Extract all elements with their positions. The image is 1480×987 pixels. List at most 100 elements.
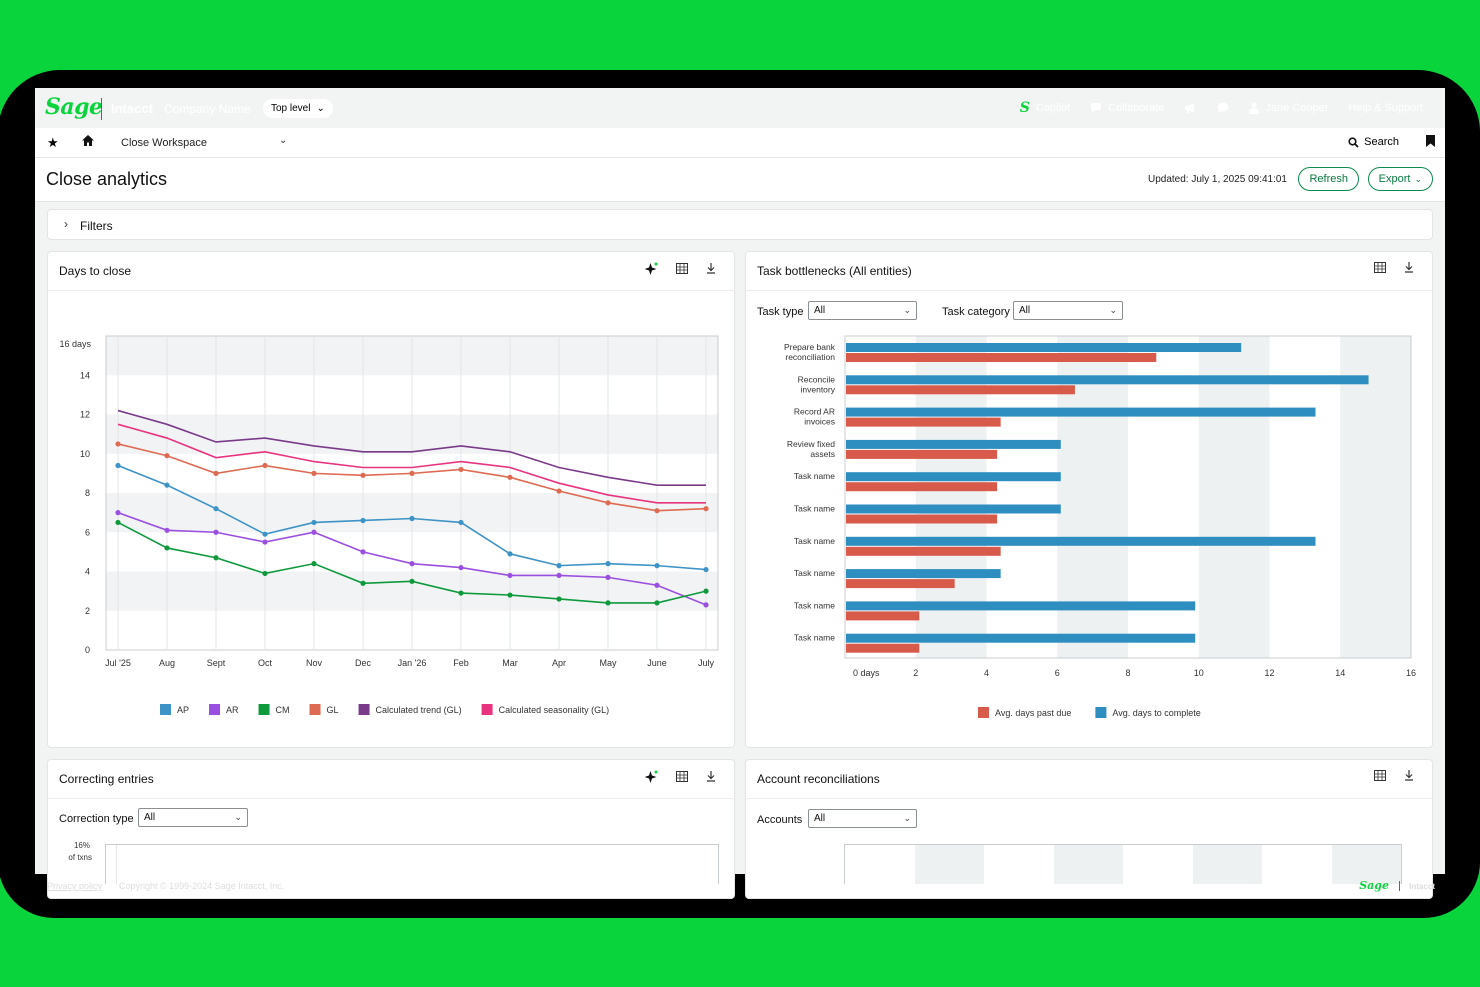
data-point [703,588,709,594]
data-point [409,515,415,522]
sparkle-icon[interactable] [645,262,658,275]
legend-swatch [978,707,989,718]
page-header: Close analytics Updated: July 1, 2025 09… [35,158,1445,202]
plot-frame [844,335,1412,659]
category-label: Task name [794,600,835,610]
accounts-label: Accounts [757,814,803,826]
refresh-label: Refresh [1309,172,1348,185]
data-point [458,466,464,473]
chat-icon [1217,102,1229,113]
correction-type-value: All [144,812,156,823]
announcements-button[interactable] [1184,102,1197,114]
category-label: reconciliation [785,352,835,362]
workspace-nav: ★ Close Workspace ⌄ Search [35,128,1445,158]
accounts-value: All [814,813,826,824]
legend-swatch [160,704,171,715]
card-title: Days to close [59,264,132,278]
legend-swatch [258,704,270,715]
table-icon[interactable] [676,263,688,274]
data-point [409,578,415,584]
legend-swatch [1095,707,1107,718]
category-label: Task name [794,633,835,643]
privacy-policy-link[interactable]: Privacy policy [47,881,103,891]
legend-label: AP [177,705,189,715]
correction-type-select[interactable]: All ⌄ [138,808,248,827]
data-point [164,453,170,459]
search-button[interactable]: Search [1348,136,1399,148]
bar-days-past-due [846,417,1001,427]
collaborate-button[interactable]: Collaborate [1090,102,1164,114]
download-icon[interactable] [706,771,716,782]
chevron-down-icon: ⌄ [1109,305,1117,315]
user-icon [1249,102,1260,114]
task-type-select[interactable]: All ⌄ [808,301,917,320]
data-point [654,508,660,514]
data-point [262,539,268,545]
help-support-link[interactable]: Help & Support [1348,102,1423,114]
data-point [458,564,464,571]
task-type-label: Task type [757,306,804,318]
chat-button[interactable] [1217,102,1229,114]
category-label: Record AR [794,407,835,417]
download-icon[interactable] [706,263,716,274]
task-category-select[interactable]: All ⌄ [1013,301,1123,320]
footer-sage-logo: Sage [1359,879,1389,892]
bar-days-past-due [846,482,998,492]
data-point [311,470,317,476]
sage-logo[interactable]: Sage [45,94,103,120]
data-point [115,519,121,526]
footer-divider [1399,881,1400,891]
task-category-label: Task category [942,306,1010,318]
data-point [654,582,660,588]
table-icon[interactable] [1374,262,1386,273]
category-label: Prepare bank [784,342,836,352]
sparkle-icon[interactable] [645,770,658,783]
data-point [409,470,415,476]
table-icon[interactable] [1374,770,1386,781]
legend-swatch [209,704,221,715]
data-point [409,561,415,567]
export-button[interactable]: Export ⌄ [1367,167,1433,191]
data-point [213,506,219,512]
filters-panel[interactable]: › Filters [47,209,1433,240]
bar-days-to-complete [846,504,1061,514]
data-point [164,527,170,533]
download-icon[interactable] [1404,770,1414,781]
data-point [507,592,513,598]
chevron-down-icon[interactable]: ⌄ [279,135,288,146]
data-point [556,563,562,569]
bar-days-past-due [846,546,1001,556]
data-point [360,580,366,586]
chevron-down-icon: ⌄ [1414,173,1422,184]
legend-swatch [309,704,321,715]
user-name: Jane Cooper [1265,102,1329,114]
level-selector[interactable]: Top level ⌄ [263,99,333,118]
accounts-select[interactable]: All ⌄ [808,809,917,828]
user-menu[interactable]: Jane Cooper [1249,102,1328,114]
product-name: Intacct [111,101,153,116]
star-icon[interactable]: ★ [47,135,59,150]
data-point [115,441,121,447]
x-tick-label: 12 [1264,668,1274,678]
grid-band [1340,336,1411,658]
home-icon[interactable] [81,134,95,147]
data-point [164,545,170,551]
bookmark-icon[interactable] [1426,135,1435,147]
workspace-selector[interactable]: Close Workspace [121,137,207,149]
y-axis-tick: 16% [73,841,90,850]
table-icon[interactable] [676,771,688,782]
correcting-entries-chart [105,844,719,885]
footer: Privacy policy Copyright © 1999-2024 Sag… [35,874,1445,898]
copilot-button[interactable]: S Copilot [1020,100,1070,116]
refresh-button[interactable]: Refresh [1298,167,1359,191]
chevron-down-icon: ⌄ [316,103,325,114]
bar-days-past-due [846,611,920,621]
y-tick-label: 6 [85,527,90,537]
search-icon [1348,136,1359,148]
x-tick-label: 10 [1194,668,1204,678]
data-point [605,500,611,506]
legend-label: AR [226,705,239,715]
company-name[interactable]: Company Name [164,102,251,116]
task-bottlenecks-chart: 0 days 2 4 6 8 10 12 14 16 Prepare bankreconcilia… [784,335,1416,718]
download-icon[interactable] [1404,262,1414,273]
